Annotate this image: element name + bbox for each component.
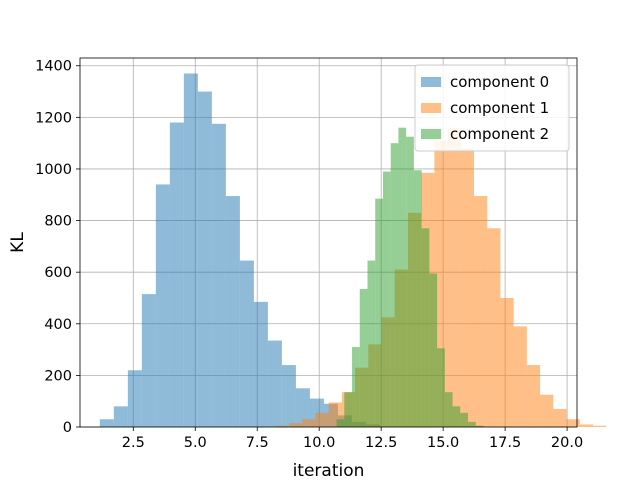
histogram-bar (239, 260, 254, 427)
legend: component 0 component 1 component 2 (414, 64, 570, 152)
histogram-bar (289, 423, 303, 427)
y-tick-label: 400 (44, 317, 72, 333)
histogram-bar (183, 73, 198, 428)
histogram-bar (513, 326, 527, 427)
histogram-bar (526, 365, 541, 427)
histogram-bar (169, 122, 184, 427)
x-tick-label: 7.5 (246, 435, 269, 451)
histogram-bar (437, 348, 445, 427)
y-tick-label: 200 (44, 368, 72, 384)
y-tick-label: 600 (44, 265, 72, 281)
y-tick-label: 800 (44, 214, 72, 230)
histogram-bar (382, 171, 391, 427)
histogram-bar (295, 388, 310, 427)
y-axis-title: KL (8, 232, 28, 253)
x-tick-label: 2.5 (122, 435, 145, 451)
legend-label: component 0 (450, 73, 549, 91)
histogram-bar (406, 136, 414, 427)
x-tick-label: 10.0 (303, 435, 335, 451)
histogram-bar (367, 260, 376, 427)
histogram-bar (553, 408, 567, 427)
histogram-bar (475, 425, 484, 427)
histogram-bar (468, 421, 476, 427)
legend-swatch (421, 77, 441, 87)
histogram-bar (566, 419, 580, 427)
histogram-bar (444, 392, 453, 427)
histogram-bar (359, 288, 368, 427)
histogram-bar (336, 419, 345, 427)
legend-label: component 2 (450, 125, 549, 143)
histogram-bar (99, 419, 114, 427)
histogram-bar (225, 196, 240, 427)
series-0-bars (99, 73, 380, 428)
y-tick-label: 1000 (35, 162, 72, 178)
x-tick-label: 17.5 (489, 435, 521, 451)
histogram-bar (460, 148, 475, 427)
histogram-bar (579, 424, 593, 427)
histogram-bar (211, 123, 226, 428)
histogram-bar (141, 294, 156, 427)
y-tick-label: 1400 (35, 59, 72, 75)
histogram-bar (500, 297, 514, 427)
y-tick-label: 1200 (35, 110, 72, 126)
series-2-bars (336, 127, 484, 428)
histogram-bar (253, 301, 268, 427)
plot-frame (79, 57, 578, 428)
histogram-bar (315, 412, 329, 427)
legend-swatch (421, 129, 441, 139)
histogram-bar (127, 370, 142, 427)
histogram-bar (155, 184, 170, 427)
histogram-bar (267, 340, 282, 427)
histogram-bar (275, 425, 290, 427)
histogram-bar (487, 228, 501, 427)
histogram-bar (302, 419, 316, 427)
histogram-bar (352, 347, 360, 427)
histogram-bar (460, 412, 469, 427)
histogram-bar (390, 143, 399, 427)
histogram-bar (113, 406, 128, 427)
axis-ticks: 2.5 5.0 7.5 10.0 12.5 15.0 17.5 20.0 0 200 400 600 8… (35, 59, 583, 451)
histogram-bar (281, 365, 296, 427)
histogram-bar (429, 273, 438, 427)
histogram-bar (592, 425, 607, 427)
legend-label: component 1 (450, 99, 549, 117)
histogram-bar (447, 127, 461, 427)
histogram-bar (398, 127, 407, 427)
x-tick-label: 20.0 (551, 435, 583, 451)
histogram-bar (413, 170, 422, 428)
x-tick-label: 12.5 (365, 435, 397, 451)
histogram-bar (344, 392, 353, 427)
histogram-bars (99, 73, 607, 428)
histogram-bar (197, 91, 212, 427)
histogram-bar (452, 406, 461, 427)
x-axis-title: iteration (293, 461, 365, 480)
x-tick-label: 5.0 (184, 435, 207, 451)
x-tick-label: 15.0 (427, 435, 459, 451)
legend-swatch (421, 103, 441, 113)
histogram-bar (375, 198, 383, 427)
y-tick-label: 0 (63, 420, 72, 436)
histogram-bar (540, 394, 554, 427)
histogram-bar (474, 196, 488, 427)
legend-box (414, 64, 570, 152)
histogram-bar (421, 228, 430, 427)
